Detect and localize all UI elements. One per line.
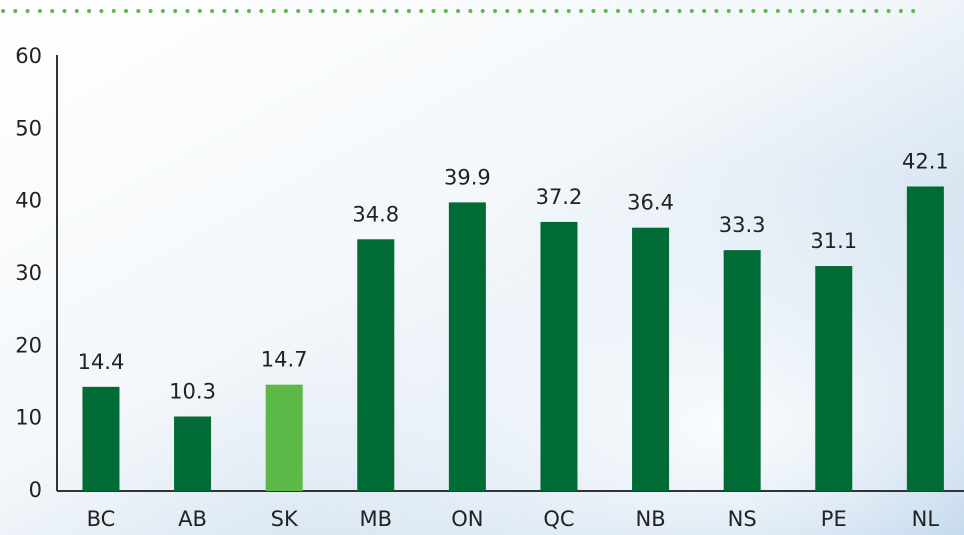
bar bbox=[723, 250, 761, 491]
value-label: 34.8 bbox=[352, 202, 399, 226]
y-tick-label: 0 bbox=[29, 478, 42, 502]
y-tick-label: 60 bbox=[15, 44, 42, 68]
value-label: 31.1 bbox=[810, 229, 857, 253]
bar bbox=[82, 386, 120, 491]
value-label: 14.4 bbox=[78, 350, 125, 374]
y-tick-label: 20 bbox=[15, 333, 42, 357]
x-tick-label: MB bbox=[360, 507, 393, 531]
x-tick-label: AB bbox=[178, 507, 207, 531]
bar bbox=[906, 186, 944, 491]
bar bbox=[632, 227, 670, 491]
x-tick-label: NL bbox=[912, 507, 940, 531]
x-tick-label: NB bbox=[636, 507, 666, 531]
value-label: 10.3 bbox=[169, 379, 216, 403]
value-label: 36.4 bbox=[627, 191, 674, 215]
value-label: 39.9 bbox=[444, 165, 491, 189]
bar bbox=[448, 202, 486, 491]
x-tick-label: ON bbox=[451, 507, 483, 531]
y-tick-label: 40 bbox=[15, 189, 42, 213]
y-tick-label: 50 bbox=[15, 116, 42, 140]
x-tick-label: PE bbox=[821, 507, 847, 531]
x-tick-label: BC bbox=[87, 507, 116, 531]
bar bbox=[174, 416, 212, 491]
value-label: 14.7 bbox=[261, 348, 308, 372]
y-tick-label: 30 bbox=[15, 261, 42, 285]
bar bbox=[357, 239, 395, 491]
bar bbox=[265, 384, 303, 491]
value-label: 33.3 bbox=[719, 213, 766, 237]
bar bbox=[540, 221, 578, 492]
y-tick-label: 10 bbox=[15, 406, 42, 430]
value-label: 42.1 bbox=[902, 149, 949, 173]
x-tick-label: QC bbox=[543, 507, 574, 531]
x-tick-label: NS bbox=[728, 507, 757, 531]
value-label: 37.2 bbox=[536, 185, 583, 209]
bar bbox=[815, 266, 853, 491]
x-tick-label: SK bbox=[271, 507, 299, 531]
